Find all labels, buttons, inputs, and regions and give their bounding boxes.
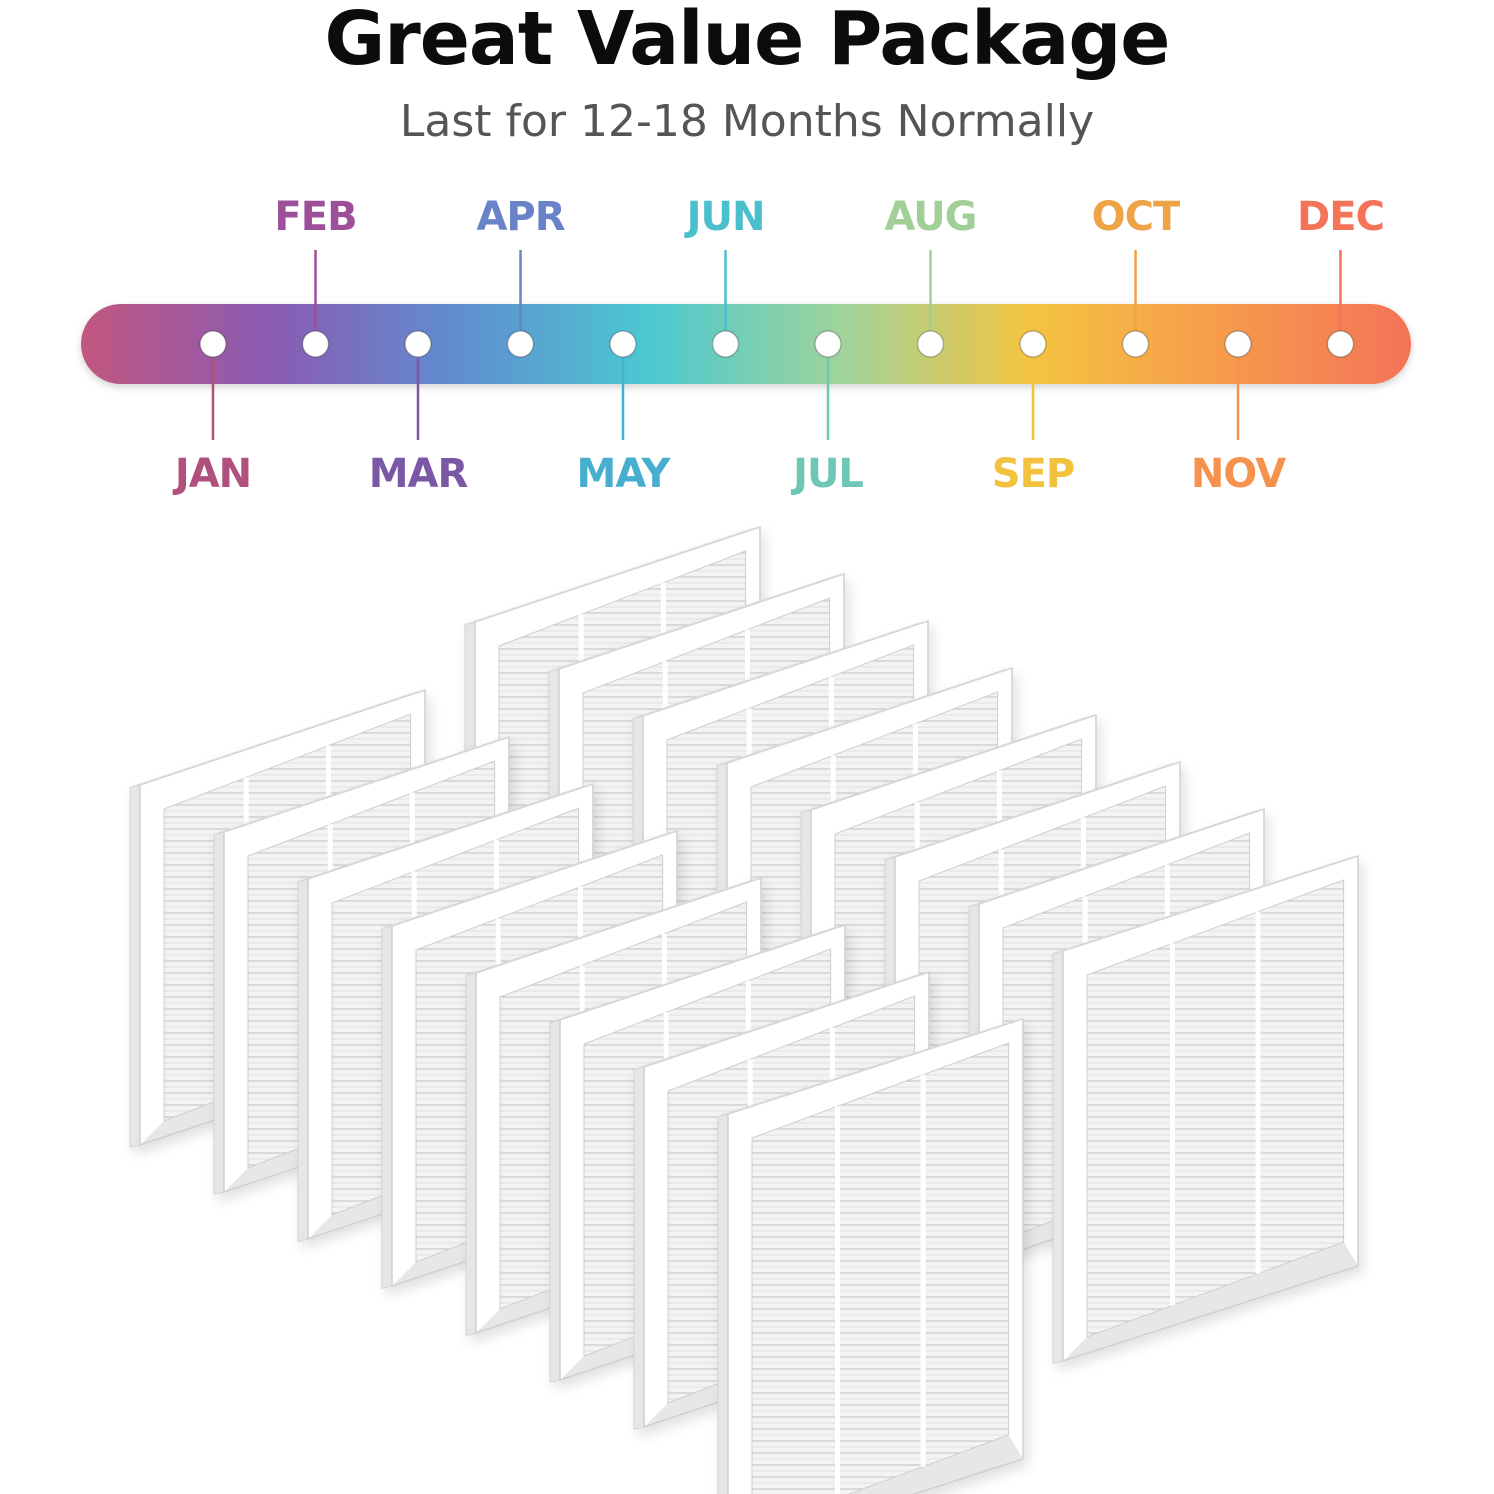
month-marker-aug: AUG xyxy=(884,194,978,358)
month-marker-mar: MAR xyxy=(369,330,468,497)
marker-dot xyxy=(199,330,227,358)
month-label: JAN xyxy=(172,451,251,497)
marker-dot xyxy=(1326,330,1355,358)
marker-dot xyxy=(506,330,535,358)
timeline-bar xyxy=(81,304,1411,384)
month-label: JUN xyxy=(684,194,765,240)
month-marker-nov: NOV xyxy=(1191,330,1287,497)
month-marker-sep: SEP xyxy=(992,330,1075,497)
air-filter-icon xyxy=(717,1017,1024,1494)
marker-dot xyxy=(814,330,842,358)
marker-dot xyxy=(609,330,637,358)
marker-dot xyxy=(1121,330,1150,358)
month-label: JUL xyxy=(790,451,863,497)
marker-dot xyxy=(1019,330,1047,358)
page-title: Great Value Package xyxy=(324,0,1170,82)
page-subtitle: Last for 12-18 Months Normally xyxy=(399,96,1095,147)
month-label: SEP xyxy=(992,451,1074,497)
marker-dot xyxy=(404,330,432,358)
marker-dot xyxy=(916,330,945,358)
month-label: FEB xyxy=(274,194,356,240)
marker-dot xyxy=(711,330,740,358)
month-marker-jul: JUL xyxy=(790,330,864,497)
month-label: DEC xyxy=(1297,194,1384,240)
month-label: MAR xyxy=(369,451,468,497)
month-marker-may: MAY xyxy=(577,330,672,497)
month-label: MAY xyxy=(577,451,672,497)
air-filter-icon xyxy=(1052,854,1359,1365)
month-marker-feb: FEB xyxy=(274,194,358,358)
month-label: AUG xyxy=(884,194,976,240)
month-label: NOV xyxy=(1191,451,1286,497)
marker-dot xyxy=(1224,330,1252,358)
month-timeline: JAN FEB MAR APR MAY JUN JUL AUG SEP OCT NOV DEC xyxy=(81,194,1411,497)
marker-dot xyxy=(301,330,330,358)
month-label: APR xyxy=(476,194,564,240)
month-marker-apr: APR xyxy=(476,194,566,358)
month-marker-jun: JUN xyxy=(684,194,765,358)
month-marker-dec: DEC xyxy=(1297,194,1385,358)
month-label: OCT xyxy=(1092,194,1181,240)
month-marker-oct: OCT xyxy=(1092,194,1182,358)
month-marker-jan: JAN xyxy=(172,330,252,497)
